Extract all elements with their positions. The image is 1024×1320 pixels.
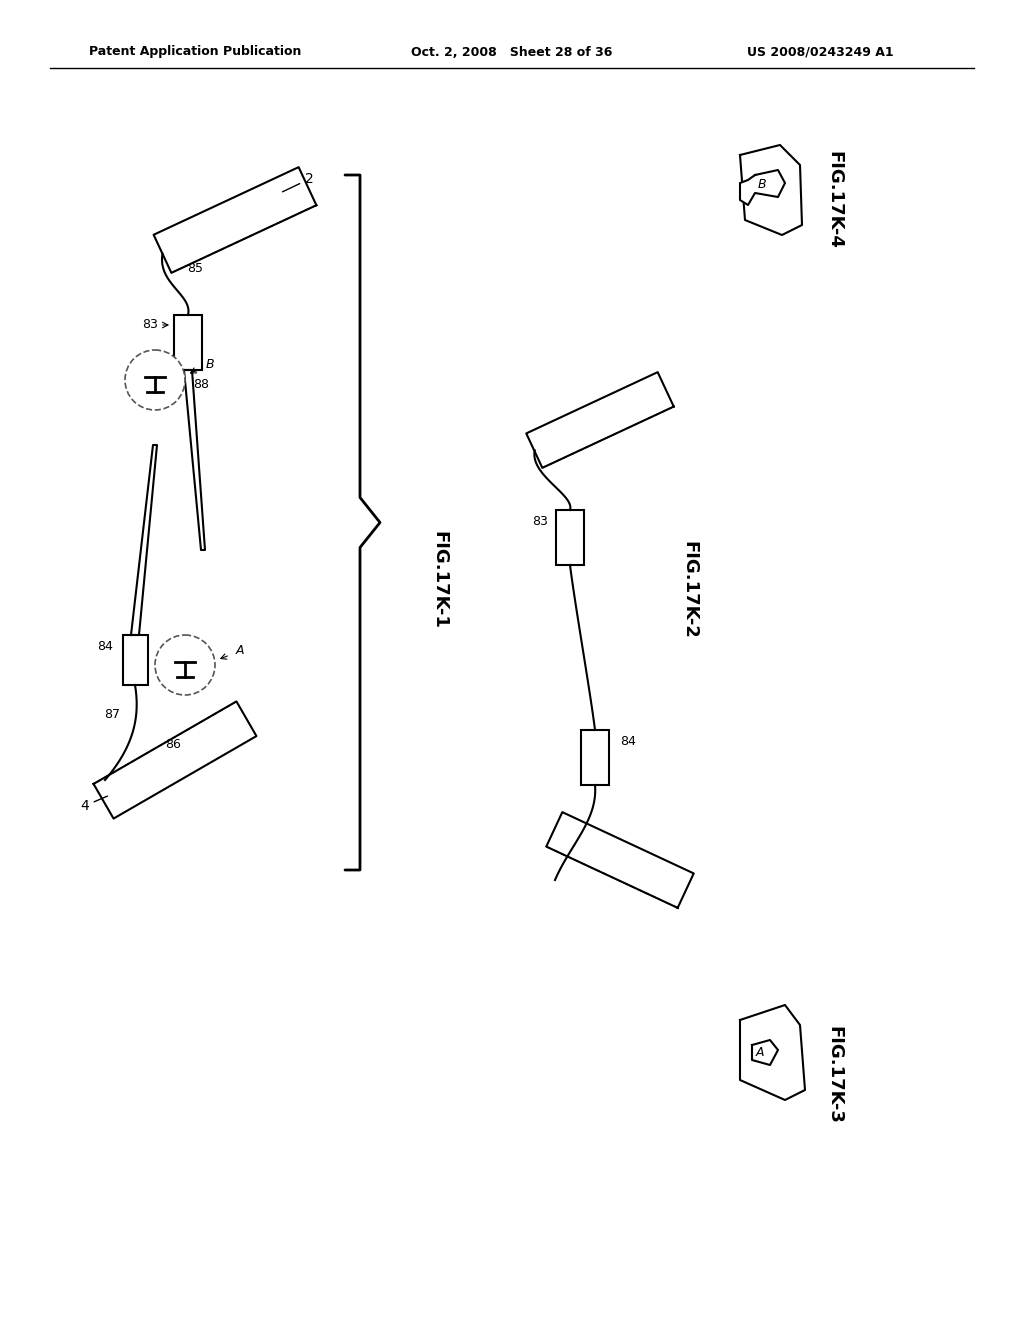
Text: B: B <box>758 178 766 191</box>
Text: 88: 88 <box>193 379 209 392</box>
Text: FIG.17K-2: FIG.17K-2 <box>680 541 698 639</box>
Circle shape <box>155 635 215 696</box>
Circle shape <box>125 350 185 411</box>
Text: A: A <box>756 1045 764 1059</box>
Polygon shape <box>184 370 205 550</box>
Text: 84: 84 <box>97 640 113 653</box>
Polygon shape <box>740 145 802 235</box>
Polygon shape <box>752 1040 778 1065</box>
Text: 4: 4 <box>80 796 108 813</box>
Bar <box>556 510 584 565</box>
Polygon shape <box>131 445 157 635</box>
Polygon shape <box>93 701 256 818</box>
Polygon shape <box>154 168 316 273</box>
Bar <box>581 730 609 785</box>
Text: Patent Application Publication: Patent Application Publication <box>89 45 301 58</box>
Polygon shape <box>740 170 785 205</box>
Text: 86: 86 <box>165 738 181 751</box>
Polygon shape <box>526 372 674 467</box>
Text: Oct. 2, 2008   Sheet 28 of 36: Oct. 2, 2008 Sheet 28 of 36 <box>412 45 612 58</box>
Text: FIG.17K-3: FIG.17K-3 <box>825 1026 843 1123</box>
Text: 83: 83 <box>532 515 548 528</box>
Polygon shape <box>546 812 693 908</box>
Text: 87: 87 <box>104 709 120 722</box>
Text: 2: 2 <box>283 172 313 191</box>
Text: FIG.17K-1: FIG.17K-1 <box>430 531 449 628</box>
Text: 85: 85 <box>187 263 204 276</box>
Text: 84: 84 <box>620 735 636 748</box>
Text: B: B <box>206 359 214 371</box>
Text: US 2008/0243249 A1: US 2008/0243249 A1 <box>746 45 893 58</box>
Bar <box>123 635 147 685</box>
Text: A: A <box>236 644 245 656</box>
Text: FIG.17K-4: FIG.17K-4 <box>825 150 843 249</box>
Bar <box>174 315 202 370</box>
Text: 83: 83 <box>142 318 158 331</box>
Polygon shape <box>740 1005 805 1100</box>
